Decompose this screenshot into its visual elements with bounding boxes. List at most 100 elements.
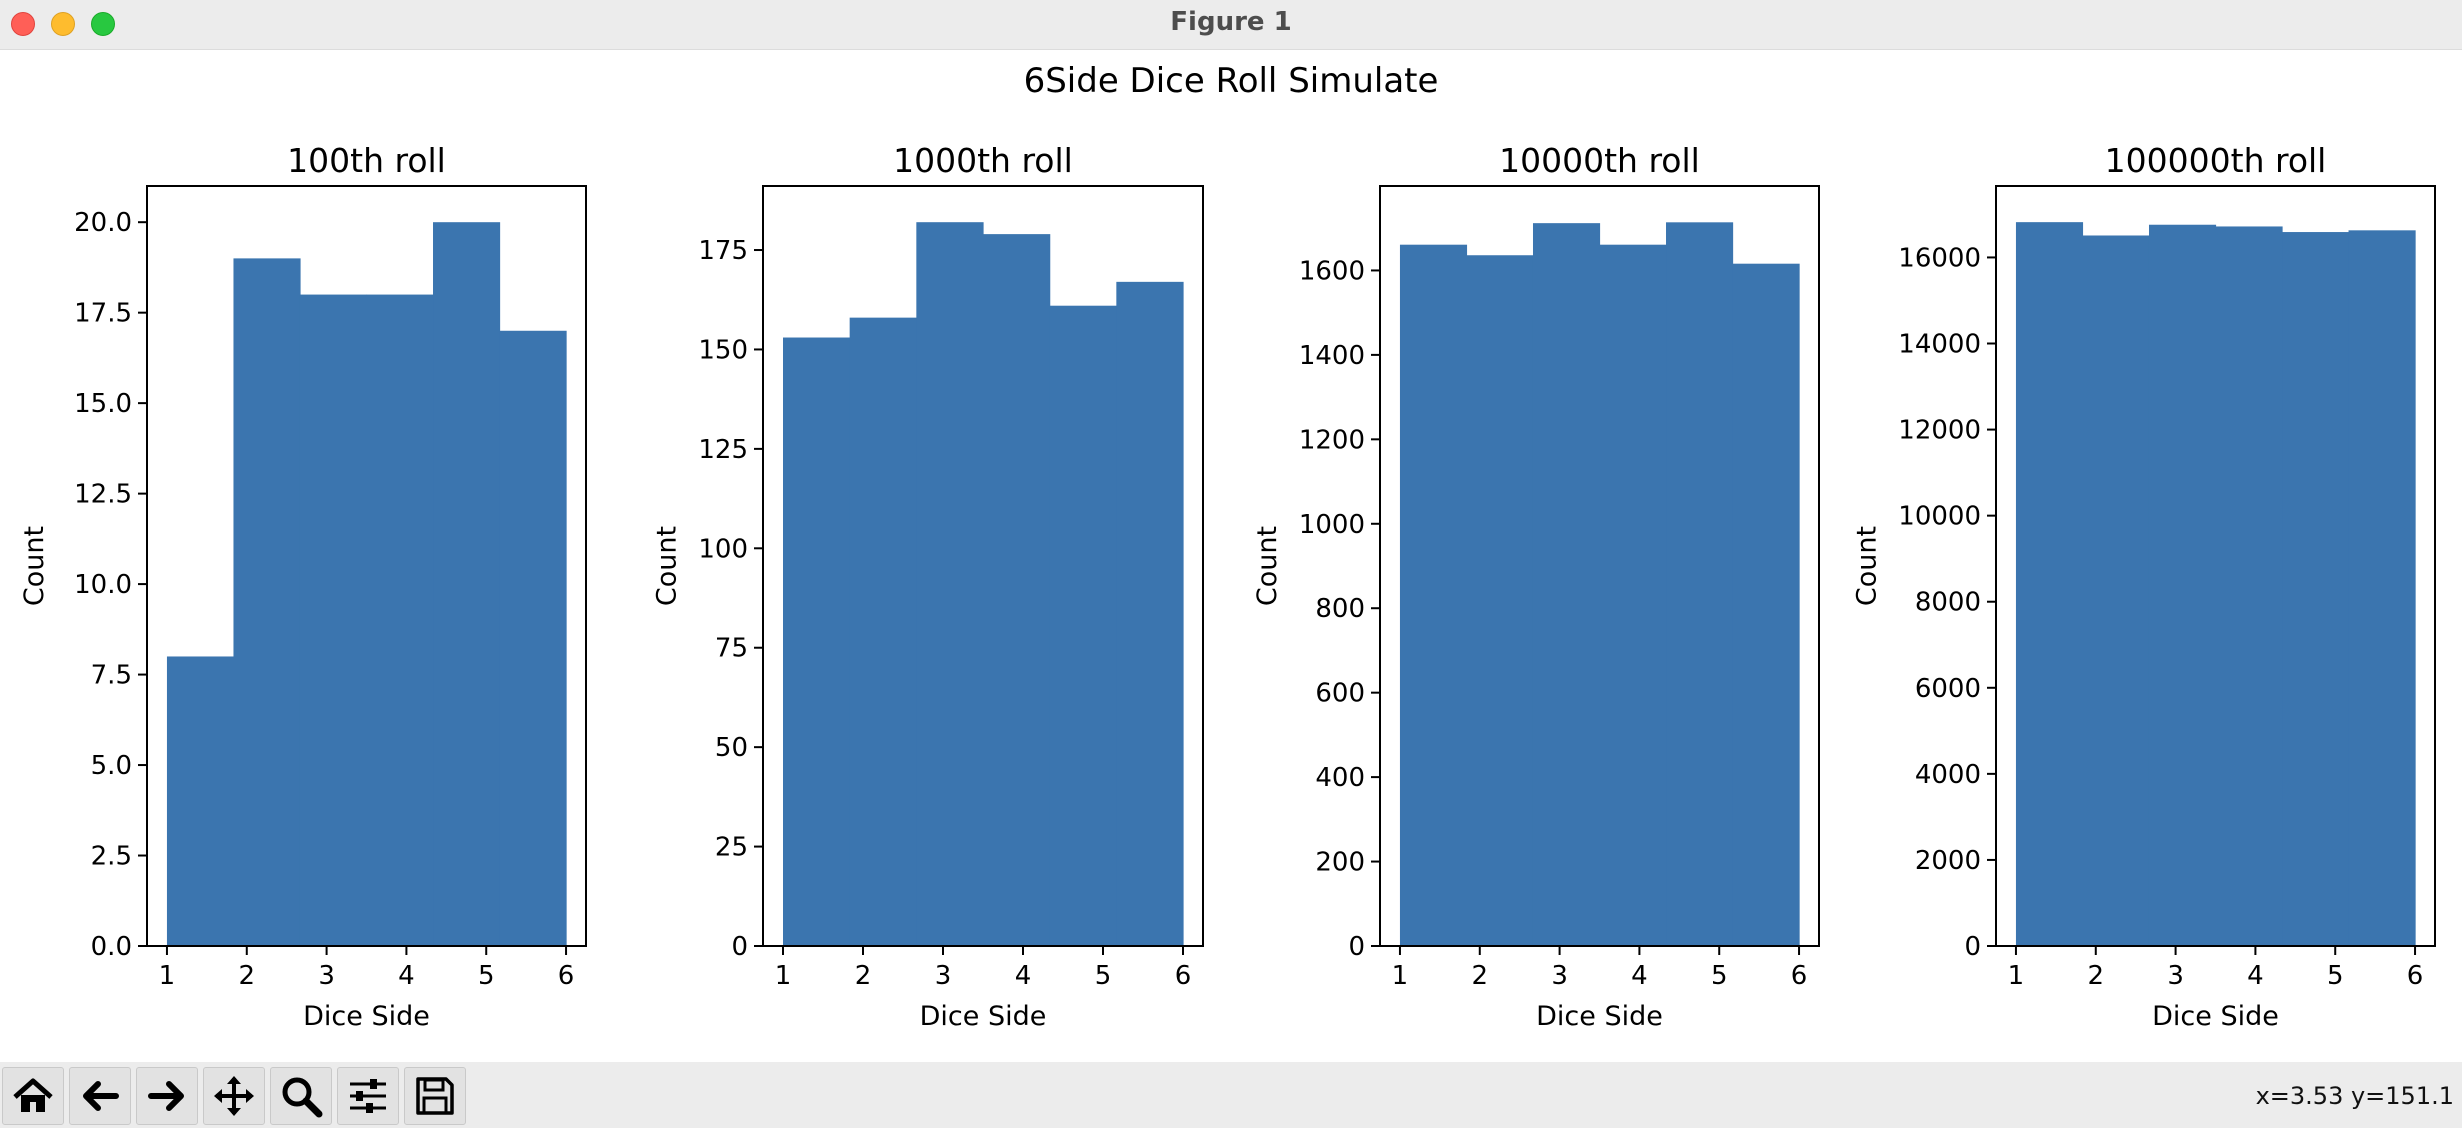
subplot-title: 100th roll (287, 141, 446, 180)
y-axis-label: Count (1252, 526, 1283, 606)
x-tick-label: 1 (1392, 961, 1409, 991)
forward-button[interactable] (136, 1067, 198, 1125)
y-tick-label: 7.5 (91, 661, 132, 691)
x-tick-label: 6 (1175, 961, 1192, 991)
x-tick-label: 3 (2167, 961, 2184, 991)
y-tick-label: 2000 (1915, 846, 1981, 876)
x-tick-label: 4 (2247, 961, 2264, 991)
figure-suptitle: 6Side Dice Roll Simulate (1024, 61, 1439, 101)
x-axis-label: Dice Side (2152, 1001, 2279, 1032)
histogram-bar (2015, 222, 2084, 947)
axes-frame (762, 185, 1204, 947)
histogram-bar (2082, 235, 2150, 947)
y-tick-label: 0.0 (91, 932, 132, 962)
histogram-bar (2348, 230, 2416, 946)
histogram-bar (849, 317, 917, 946)
y-tick-label: 1600 (1299, 256, 1365, 286)
y-tick-label: 10.0 (74, 570, 132, 600)
histogram-bar (783, 337, 851, 946)
x-tick-label: 3 (318, 961, 335, 991)
y-tick-label: 17.5 (74, 299, 132, 329)
arrow-left-icon (83, 1081, 119, 1111)
y-tick-label: 10000 (1898, 502, 1981, 532)
y-tick-label: 6000 (1915, 674, 1981, 704)
y-tick-label: 600 (1315, 679, 1365, 709)
histogram-bar (983, 234, 1051, 946)
y-tick-label: 15.0 (74, 389, 132, 419)
y-tick-label: 175 (698, 236, 748, 266)
x-tick-label: 5 (478, 961, 495, 991)
magnifier-icon (282, 1077, 323, 1118)
y-axis-label: Count (19, 526, 50, 606)
histogram-bar (2148, 224, 2217, 947)
histogram-bar (433, 222, 501, 946)
navigation-toolbar: x=3.53 y=151.1 (0, 1062, 2462, 1128)
x-tick-label: 4 (398, 961, 415, 991)
y-tick-label: 800 (1315, 594, 1365, 624)
maximize-window-button[interactable] (91, 12, 115, 36)
histogram-bar (1399, 244, 1468, 946)
histogram-bar (499, 330, 567, 946)
y-tick-label: 1000 (1299, 510, 1365, 540)
y-tick-label: 1200 (1299, 425, 1365, 455)
x-tick-label: 5 (1711, 961, 1728, 991)
histogram-bar (299, 294, 368, 946)
y-tick-label: 400 (1315, 763, 1365, 793)
window-title: Figure 1 (1170, 7, 1292, 37)
y-tick-label: 0 (1348, 932, 1365, 962)
x-tick-label: 6 (558, 961, 575, 991)
x-tick-label: 5 (1095, 961, 1112, 991)
x-tick-label: 2 (238, 961, 255, 991)
configure-subplots-button[interactable] (337, 1067, 399, 1125)
y-tick-label: 0 (731, 932, 748, 962)
axes-frame (146, 185, 587, 947)
zoom-button[interactable] (270, 1067, 332, 1125)
subplot-title: 1000th roll (893, 141, 1073, 180)
histogram-bar (2282, 232, 2350, 947)
y-tick-label: 125 (698, 435, 748, 465)
x-tick-label: 5 (2327, 961, 2344, 991)
close-window-button[interactable] (11, 12, 35, 36)
x-axis-label: Dice Side (1536, 1001, 1663, 1032)
cursor-coordinates: x=3.53 y=151.1 (2255, 1082, 2454, 1110)
x-tick-label: 3 (1551, 961, 1568, 991)
minimize-window-button[interactable] (51, 12, 75, 36)
y-tick-label: 150 (698, 335, 748, 365)
home-button[interactable] (2, 1067, 64, 1125)
x-axis-label: Dice Side (303, 1001, 430, 1032)
histogram-bar (1532, 223, 1601, 947)
pan-button[interactable] (203, 1067, 265, 1125)
y-tick-label: 8000 (1915, 588, 1981, 618)
y-tick-label: 20.0 (74, 208, 132, 238)
y-tick-label: 100 (698, 534, 748, 564)
x-tick-label: 1 (159, 961, 176, 991)
y-tick-label: 50 (715, 733, 748, 763)
histogram-bar (1466, 255, 1534, 946)
histogram-bar (1116, 281, 1184, 946)
histogram-bar (1666, 222, 1734, 947)
move-icon (214, 1076, 254, 1116)
save-button[interactable] (404, 1067, 466, 1125)
y-tick-label: 16000 (1898, 243, 1981, 273)
y-axis-label: Count (652, 526, 683, 606)
x-tick-label: 3 (935, 961, 952, 991)
y-tick-label: 2.5 (91, 842, 132, 872)
histogram-bar (1732, 263, 1800, 946)
axes-frame (1379, 185, 1820, 947)
arrow-right-icon (148, 1081, 184, 1111)
y-tick-label: 0 (1964, 932, 1981, 962)
x-tick-label: 4 (1631, 961, 1648, 991)
histogram-bar (233, 258, 301, 946)
histogram-bar (366, 294, 434, 946)
x-tick-label: 2 (2087, 961, 2104, 991)
x-tick-label: 6 (2407, 961, 2424, 991)
y-tick-label: 12000 (1898, 416, 1981, 446)
y-tick-label: 200 (1315, 848, 1365, 878)
y-tick-label: 75 (715, 634, 748, 664)
figure-canvas[interactable]: 6Side Dice Roll Simulate 1 2 3 4 5 6 0.0 2.5 5.0 7… (0, 50, 2462, 1062)
histogram-bar (916, 222, 984, 946)
x-tick-label: 6 (1791, 961, 1808, 991)
histogram-bar (166, 656, 235, 946)
back-button[interactable] (69, 1067, 131, 1125)
x-axis-label: Dice Side (920, 1001, 1047, 1032)
